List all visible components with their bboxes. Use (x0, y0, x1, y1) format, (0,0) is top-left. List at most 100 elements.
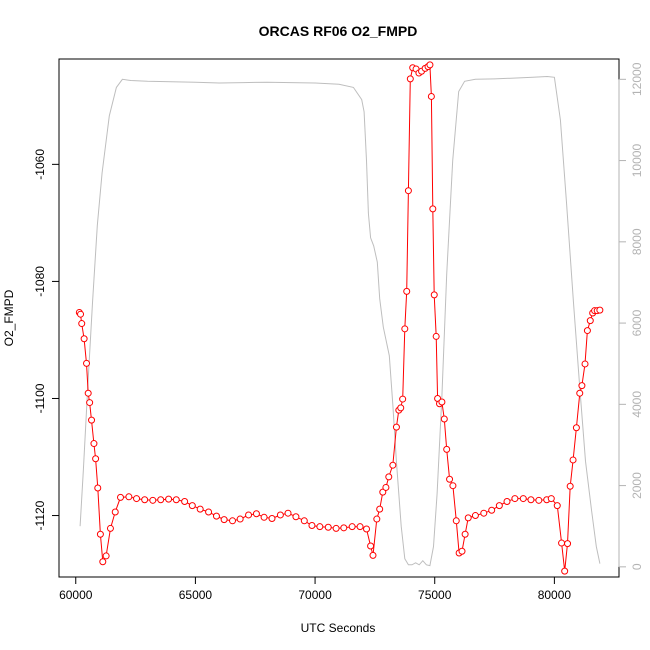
series-0-point (276, 511, 284, 519)
series-0-point (252, 510, 260, 518)
series-0-point (397, 404, 405, 412)
series-0-point (427, 92, 435, 100)
y2-tick-label: 8000 (630, 228, 644, 255)
series-0-point (401, 325, 409, 333)
y2-tick-label: 4000 (630, 391, 644, 418)
series-0-point (389, 461, 397, 469)
series-0-point (86, 399, 94, 407)
series-0-point (260, 513, 268, 521)
series-0-point (102, 552, 110, 560)
series-0-point (133, 495, 141, 503)
series-0-point (452, 517, 460, 525)
series-0-point (106, 524, 114, 532)
y-tick-label: -1100 (33, 383, 47, 413)
series-0-point (581, 360, 589, 368)
series-0-point (340, 524, 348, 532)
x-tick-label: 80000 (538, 588, 572, 602)
y-tick-label: -1120 (33, 500, 47, 530)
series-1-line (79, 75, 601, 567)
series-0-point (399, 395, 407, 403)
series-0-point (578, 382, 586, 390)
series-0-point (392, 423, 400, 431)
y-tick-label: -1080 (33, 266, 47, 297)
series-0-point (583, 327, 591, 335)
series-0-point (245, 511, 253, 519)
series-0-point (564, 540, 572, 548)
series-0-point (268, 514, 276, 522)
series-0-point (440, 415, 448, 423)
series-0-point (367, 542, 375, 550)
series-0-point (356, 523, 364, 531)
series-0-point (569, 456, 577, 464)
y-tick-label: -1060 (33, 149, 47, 180)
series-0-point (464, 514, 472, 522)
series-0-point (80, 335, 88, 343)
series-0-point (446, 475, 454, 483)
series-0-point (117, 493, 125, 501)
x-tick-label: 70000 (298, 588, 332, 602)
series-0-point (236, 515, 244, 523)
series-0-point (84, 389, 92, 397)
series-0-point (196, 505, 204, 513)
series-0-point (373, 515, 381, 523)
series-0-point (165, 495, 173, 503)
series-0-point (324, 523, 332, 531)
series-0-point (157, 496, 165, 504)
series-0-point (449, 482, 457, 490)
series-0-point (461, 530, 469, 538)
series-0-point (149, 496, 157, 504)
y2-tick-label: 6000 (630, 309, 644, 336)
series-0-point (385, 473, 393, 481)
series-0-point (379, 488, 387, 496)
series-0-point (471, 512, 479, 520)
series-0-point (220, 516, 228, 524)
series-0-point (212, 512, 220, 520)
series-0-point (503, 497, 511, 505)
series-0-point (382, 483, 390, 491)
series-0-point (519, 495, 527, 503)
series-0-point (535, 496, 543, 504)
series-0-point (96, 530, 104, 538)
y2-tick-label: 12000 (630, 62, 644, 96)
series-0-point (125, 493, 133, 501)
series-0-point (495, 502, 503, 510)
series-0-point (300, 517, 308, 525)
x-tick-label: 75000 (418, 588, 452, 602)
y2-tick-label: 0 (630, 563, 644, 570)
series-0-point (308, 521, 316, 529)
series-0-point (438, 398, 446, 406)
series-0-point (316, 523, 324, 531)
series-0-point (443, 445, 451, 453)
series-layer (75, 61, 604, 575)
series-0-point (572, 424, 580, 432)
x-tick-label: 60000 (59, 588, 93, 602)
y-axis-label: O2_FMPD (2, 289, 16, 346)
series-0-point (141, 496, 149, 504)
chart-title: ORCAS RF06 O2_FMPD (259, 23, 418, 39)
series-0-point (348, 523, 356, 531)
y2-tick-label: 10000 (630, 144, 644, 178)
series-0-point (561, 567, 569, 575)
series-0-point (488, 506, 496, 514)
series-0-point (332, 524, 340, 532)
series-0-point (83, 359, 91, 367)
series-0-point (458, 547, 466, 555)
series-0-point (172, 496, 180, 504)
series-0-point (596, 306, 604, 314)
x-tick-label: 65000 (179, 588, 213, 602)
series-0-point (292, 513, 300, 521)
y2-tick-label: 2000 (630, 472, 644, 499)
series-0-point (77, 310, 85, 318)
series-0-point (92, 455, 100, 463)
series-0-point (90, 440, 98, 448)
series-0-point (181, 497, 189, 505)
series-0-point (369, 551, 377, 559)
series-0-point (430, 291, 438, 299)
series-0-point (480, 509, 488, 517)
series-0-point (229, 517, 237, 525)
x-axis-label: UTC Seconds (301, 621, 376, 635)
series-0-point (376, 505, 384, 513)
series-0-point (111, 508, 119, 516)
series-0-point (432, 332, 440, 340)
